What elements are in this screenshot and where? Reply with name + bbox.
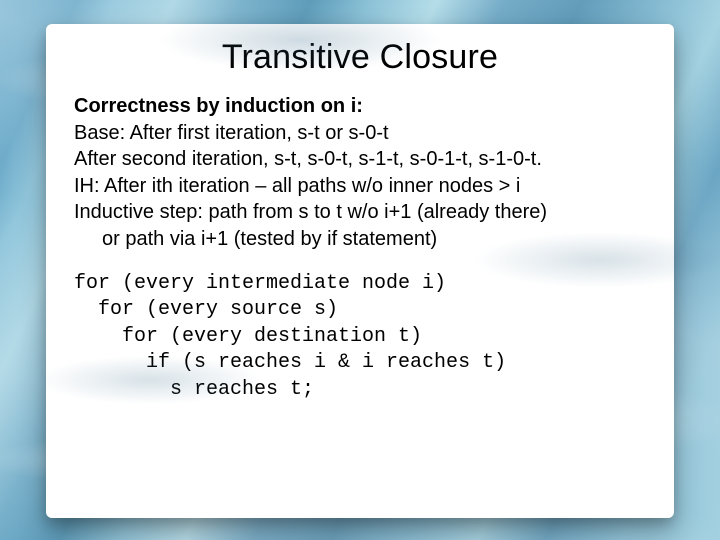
code-line-5: s reaches t; (74, 378, 314, 401)
proof-base: Base: After first iteration, s-t or s-0-… (74, 120, 646, 147)
code-block: for (every intermediate node i) for (eve… (74, 271, 646, 404)
code-line-1: for (every intermediate node i) (74, 272, 446, 295)
proof-after-second: After second iteration, s-t, s-0-t, s-1-… (74, 146, 646, 173)
proof-step-line2: or path via i+1 (tested by if statement) (74, 226, 646, 253)
proof-block: Correctness by induction on i: Base: Aft… (74, 93, 646, 253)
code-line-2: for (every source s) (74, 298, 338, 321)
proof-heading: Correctness by induction on i: (74, 93, 646, 120)
code-line-3: for (every destination t) (74, 325, 422, 348)
code-line-4: if (s reaches i & i reaches t) (74, 351, 506, 374)
slide-card: Transitive Closure Correctness by induct… (46, 24, 674, 518)
slide-title: Transitive Closure (74, 38, 646, 77)
proof-ih: IH: After ith iteration – all paths w/o … (74, 173, 646, 200)
proof-step-line1: Inductive step: path from s to t w/o i+1… (74, 199, 646, 226)
